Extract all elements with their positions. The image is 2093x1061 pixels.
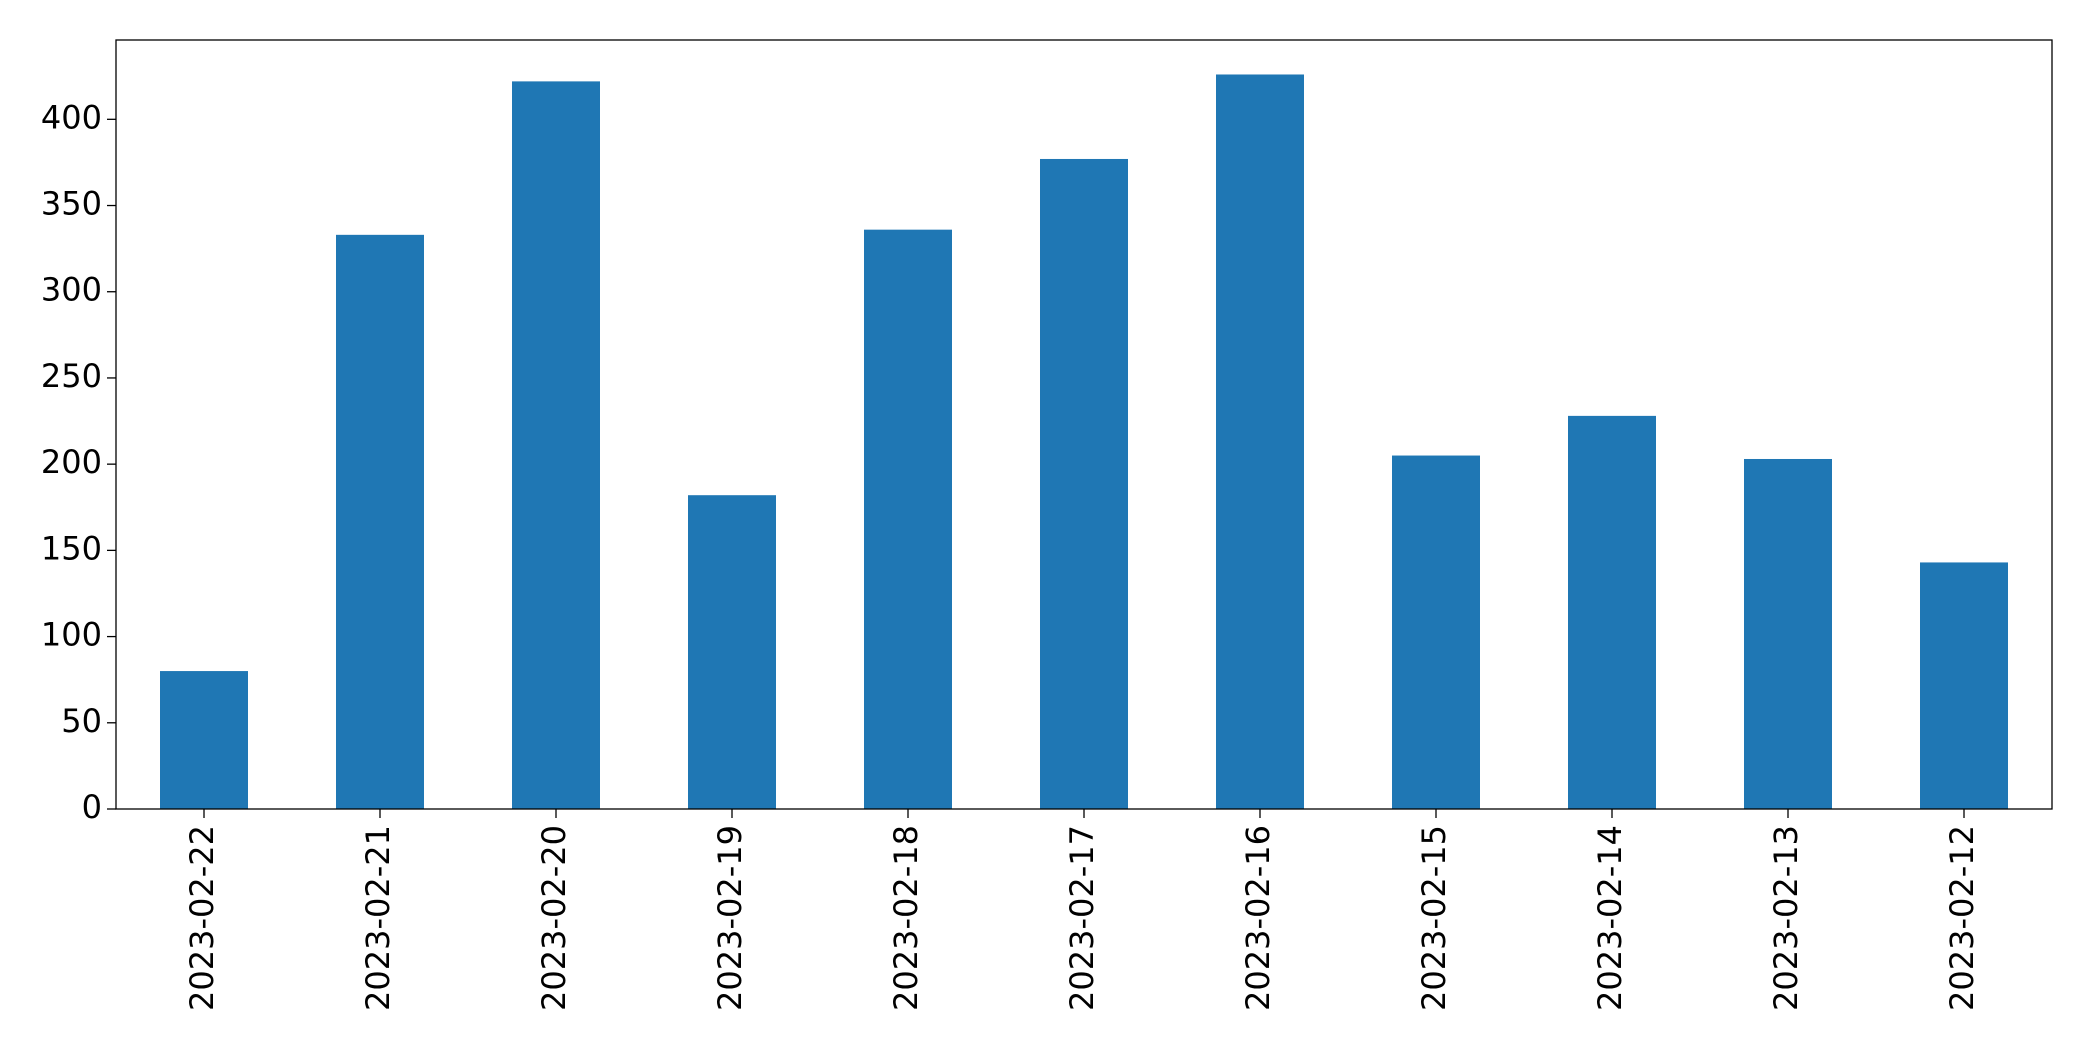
x-tick-label: 2023-02-14 xyxy=(1591,825,1629,1011)
x-tick-label: 2023-02-12 xyxy=(1943,825,1981,1011)
y-tick-label: 200 xyxy=(41,443,102,481)
bar xyxy=(336,234,424,810)
y-tick-label: 300 xyxy=(41,271,102,309)
bar xyxy=(160,671,248,809)
y-tick-label: 250 xyxy=(41,357,102,395)
y-tick-label: 350 xyxy=(41,185,102,223)
bar xyxy=(1744,458,1832,809)
y-tick-label: 400 xyxy=(41,98,102,136)
x-tick-label: 2023-02-18 xyxy=(887,825,925,1011)
x-tick-label: 2023-02-15 xyxy=(1415,825,1453,1011)
y-tick-label: 100 xyxy=(41,616,102,654)
x-tick-label: 2023-02-17 xyxy=(1063,825,1101,1011)
y-tick-label: 50 xyxy=(61,702,102,740)
x-tick-label: 2023-02-16 xyxy=(1239,825,1277,1011)
x-tick-label: 2023-02-22 xyxy=(183,825,221,1011)
bar xyxy=(512,81,600,809)
x-tick-label: 2023-02-20 xyxy=(535,825,573,1011)
bar xyxy=(1920,562,2008,809)
x-tick-label: 2023-02-13 xyxy=(1767,825,1805,1011)
bar xyxy=(1216,74,1304,809)
plot-frame xyxy=(115,39,2053,810)
y-tick-label: 0 xyxy=(82,788,102,826)
y-tick-label: 150 xyxy=(41,529,102,567)
bar xyxy=(688,495,776,809)
x-tick-label: 2023-02-21 xyxy=(359,825,397,1011)
bar xyxy=(1392,455,1480,809)
x-tick-label: 2023-02-19 xyxy=(711,825,749,1011)
bar xyxy=(864,229,952,809)
bar xyxy=(1040,158,1128,810)
bar xyxy=(1568,415,1656,809)
